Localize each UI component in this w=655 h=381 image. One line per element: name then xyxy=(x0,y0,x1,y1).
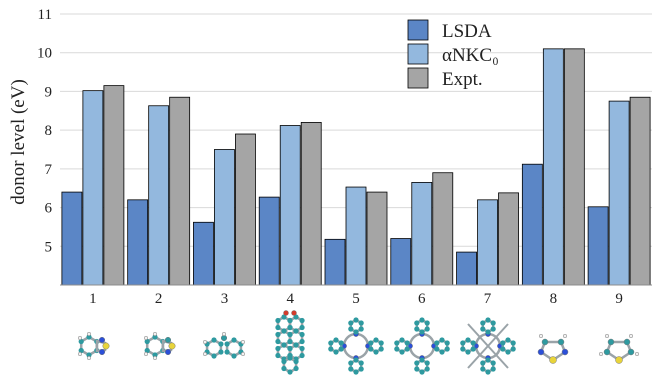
fluorene-molecule-icon xyxy=(194,310,254,376)
bar-9-2 xyxy=(608,100,630,286)
y-tick-label: 5 xyxy=(45,239,53,255)
x-tick-label: 3 xyxy=(221,291,229,307)
bar-7-3 xyxy=(498,192,519,286)
bar-6-3 xyxy=(432,172,454,286)
thiophene-molecule-icon xyxy=(589,310,649,376)
porphyrin-molecule-icon xyxy=(326,310,386,376)
porphyrin-ring-molecule-icon xyxy=(392,310,452,376)
x-tick-label: 1 xyxy=(89,291,97,307)
bar-3-2 xyxy=(214,149,235,286)
bar-2-2 xyxy=(148,105,170,286)
perylene-dicarboxy-molecule-icon xyxy=(260,310,320,376)
bar-7-2 xyxy=(477,199,498,286)
bar-4-2 xyxy=(279,125,301,286)
legend-label: Expt. xyxy=(442,69,483,90)
bar-1-2 xyxy=(82,90,104,286)
bar-5-2 xyxy=(345,186,367,286)
thiadiazole-molecule-icon xyxy=(523,310,583,376)
x-tick-label: 6 xyxy=(418,291,426,307)
bar-3-3 xyxy=(235,133,256,286)
bar-1-3 xyxy=(103,85,125,286)
bar-5-3 xyxy=(366,191,388,286)
bar-7-1 xyxy=(456,251,477,286)
bar-8-2 xyxy=(542,48,564,286)
bar-5-1 xyxy=(324,238,346,286)
bar-3-1 xyxy=(193,221,214,286)
x-tick-label: 8 xyxy=(550,291,558,307)
bar-2-3 xyxy=(169,96,191,286)
x-tick-label: 5 xyxy=(352,291,360,307)
bars xyxy=(61,48,651,286)
benzothiadiazole-molecule-icon xyxy=(63,310,123,376)
substituted-porphyrin-molecule-icon xyxy=(458,310,518,376)
legend: LSDA αNKC₀ Expt. xyxy=(407,19,499,90)
bar-2-1 xyxy=(127,199,149,286)
benzothiazole-molecule-icon xyxy=(129,310,189,376)
x-tick-label: 4 xyxy=(286,291,294,307)
bar-4-1 xyxy=(258,196,280,286)
bar-8-1 xyxy=(521,163,543,286)
legend-label: αNKC₀ xyxy=(442,45,499,66)
bar-6-1 xyxy=(390,238,412,286)
x-tick-label: 7 xyxy=(484,291,492,307)
bar-9-1 xyxy=(587,206,609,286)
legend-swatch xyxy=(407,19,429,41)
y-tick-label: 6 xyxy=(45,201,53,217)
bar-4-3 xyxy=(300,122,322,286)
y-tick-label: 7 xyxy=(45,162,53,178)
y-axis-label: donor level (eV) xyxy=(8,79,29,205)
legend-swatch xyxy=(407,67,429,89)
bar-6-2 xyxy=(411,182,433,286)
x-tick-label: 2 xyxy=(155,291,163,307)
legend-swatch xyxy=(407,43,429,65)
y-tick-label: 9 xyxy=(45,84,53,100)
y-tick-label: 8 xyxy=(45,123,53,139)
bar-9-3 xyxy=(629,96,651,286)
legend-label: LSDA xyxy=(442,21,492,42)
bar-1-1 xyxy=(61,191,83,286)
bar-8-3 xyxy=(563,48,585,286)
y-tick-label: 10 xyxy=(37,46,52,62)
x-tick-label: 9 xyxy=(615,291,623,307)
y-tick-label: 11 xyxy=(38,7,52,23)
